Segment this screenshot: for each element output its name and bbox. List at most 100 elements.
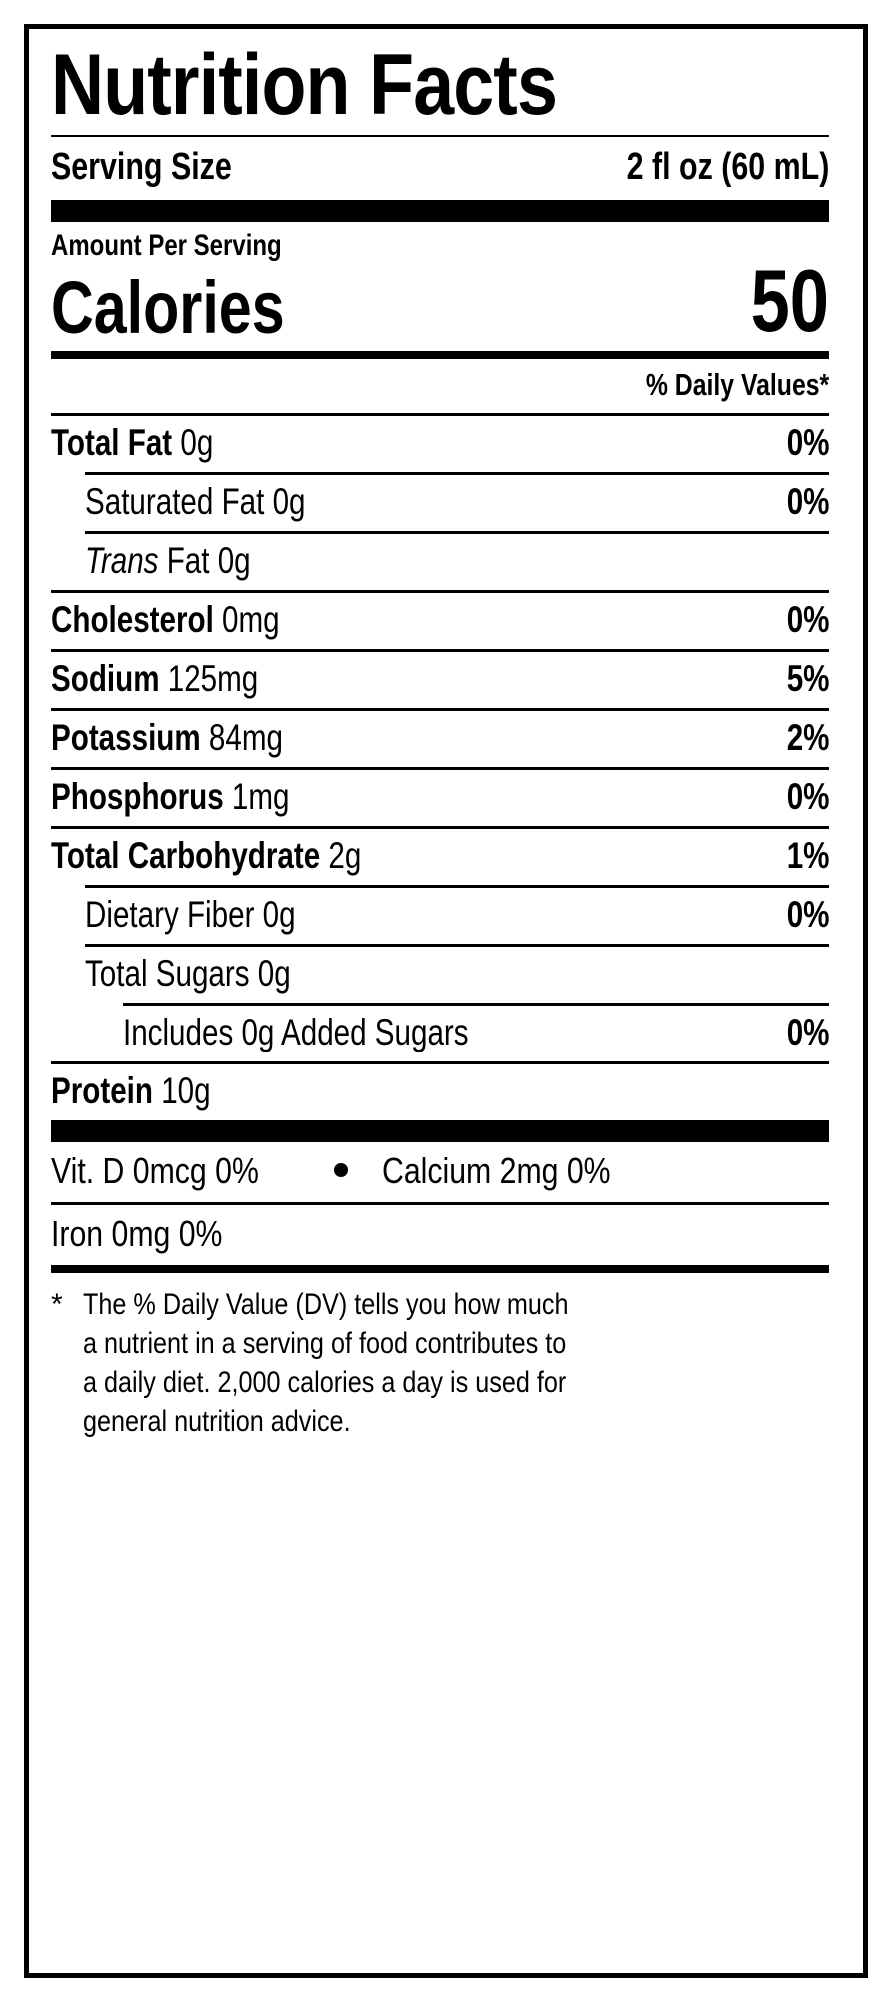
serving-size-row: Serving Size 2 fl oz (60 mL) [51,137,829,200]
footnote-line-4-text: general nutrition advice. [83,1404,351,1438]
nutrient-row: Includes 0g Added Sugars 0% [51,1006,829,1062]
nutrient-daily-value-text: 0% [786,480,829,522]
nutrient-row: Total Carbohydrate 2g 1% [51,829,829,885]
nutrient-row: Phosphorus 1mg 0% [51,770,829,826]
nutrient-name-amount: Total Carbohydrate 2g [51,836,439,876]
nutrient-row-divider [51,707,829,711]
footnote-line-2: a nutrient in a serving of food contribu… [83,1324,829,1363]
nutrient-row-divider [85,471,829,475]
nutrient-daily-value: 0% [776,599,829,640]
divider-between-vitamins [51,1202,829,1206]
nutrient-name-amount-text: Potassium 84mg [51,717,283,758]
bullet-separator-icon [334,1162,349,1177]
serving-size-label-wrap: Serving Size [51,146,576,189]
nutrient-daily-value-text: 0% [786,775,829,817]
nutrient-daily-value-text: 5% [786,657,829,699]
nutrient-row: Trans Fat 0g [51,534,829,590]
nutrient-row-divider [85,943,829,947]
nutrient-bold-name: Total Fat [51,423,173,463]
nutrient-row-divider [51,766,829,770]
footnote-line-1-text: The % Daily Value (DV) tells you how muc… [83,1287,569,1321]
footnote-line-2-text: a nutrient in a serving of food contribu… [83,1326,567,1360]
daily-value-header-row: % Daily Values* [51,359,829,413]
nutrient-name-amount-text: Cholesterol 0mg [51,599,280,640]
nutrient-name-amount-text: Total Fat 0g [51,423,214,463]
vitamin-row-1: Vit. D 0mcg 0% Calcium 2mg 0% [51,1142,829,1202]
calories-label: Calories [51,266,285,349]
nutrient-bold-name: Total Carbohydrate [51,835,321,876]
nutrient-daily-value: 0% [776,480,829,522]
nutrient-name-amount-text: Trans Fat 0g [85,540,251,581]
footnote-line-3-text: a daily diet. 2,000 calories a day is us… [83,1365,567,1399]
nutrient-row: Total Fat 0g 0% [51,416,829,472]
calories-row: Calories 50 [51,257,829,351]
nutrient-row-divider [123,1002,829,1006]
footnote: * The % Daily Value (DV) tells you how m… [51,1273,829,1441]
nutrient-daily-value-text: 0% [786,1011,829,1053]
nutrient-row: Sodium 125mg 5% [51,652,829,708]
nutrient-italic-word: Trans [85,540,159,581]
nutrient-name-amount: Potassium 84mg [51,718,341,758]
nutrient-row-divider [85,530,829,534]
footnote-line-1: The % Daily Value (DV) tells you how muc… [83,1285,829,1324]
nutrient-name-amount: Total Sugars 0g [85,954,342,994]
nutrient-name-amount-text: Saturated Fat 0g [85,481,306,522]
divider-under-dv-header [51,413,829,416]
divider-thick-bottom [51,1120,829,1143]
nutrient-name-amount-text: Protein 10g [51,1071,211,1112]
nutrient-daily-value-text: 0% [786,893,829,935]
nutrient-row-divider [85,884,829,888]
nutrient-name-amount: Protein 10g [51,1071,250,1111]
footnote-text: The % Daily Value (DV) tells you how muc… [51,1285,829,1441]
nutrient-name-amount-text: Total Carbohydrate 2g [51,835,362,876]
nutrient-bold-name: Cholesterol [51,599,214,640]
nutrient-row-divider [51,1061,829,1065]
label-title-text: Nutrition Facts [51,43,558,133]
nutrient-row-divider [51,648,829,652]
nutrient-row: Dietary Fiber 0g 0% [51,888,829,944]
divider-under-title [51,135,829,137]
nutrient-daily-value: 0% [776,893,829,935]
divider-above-footnote [51,1264,829,1273]
nutrient-row: Saturated Fat 0g 0% [51,475,829,531]
nutrient-name-amount: Trans Fat 0g [85,541,292,581]
footnote-line-3: a daily diet. 2,000 calories a day is us… [83,1363,829,1402]
daily-value-header: % Daily Values* [645,367,829,402]
nutrient-name-amount-text: Includes 0g Added Sugars [123,1012,469,1053]
nutrient-daily-value-text: 1% [786,834,829,876]
nutrient-name-amount-text: Phosphorus 1mg [51,776,290,817]
vitamin-d-entry: Vit. D 0mcg 0% [51,1150,259,1192]
nutrient-daily-value: 2% [776,716,829,758]
nutrient-row: Total Sugars 0g [51,947,829,1003]
serving-size-label: Serving Size [51,146,232,188]
footnote-line-4: general nutrition advice. [83,1402,829,1441]
calories-label-wrap: Calories [51,271,343,345]
nutrient-row: Protein 10g [51,1064,829,1120]
nutrient-bold-name: Phosphorus [51,776,224,817]
nutrient-name-amount: Dietary Fiber 0g [85,895,348,935]
divider-thick-top [51,200,829,222]
amount-per-serving-row: Amount Per Serving [51,222,829,263]
nutrient-bold-name: Potassium [51,717,201,758]
nutrient-row-divider [51,589,829,593]
serving-size-value-wrap: 2 fl oz (60 mL) [576,146,829,189]
divider-under-calories [51,351,829,359]
nutrient-name-amount-text: Dietary Fiber 0g [85,894,296,935]
calories-value: 50 [750,251,829,350]
label-title: Nutrition Facts [51,43,829,135]
nutrient-name-amount: Total Fat 0g [51,423,254,463]
nutrient-daily-value: 0% [776,423,829,463]
nutrient-name-amount: Cholesterol 0mg [51,600,337,640]
nutrient-row: Potassium 84mg 2% [51,711,829,767]
nutrient-daily-value-text: 2% [786,716,829,758]
nutrition-facts-label: Nutrition Facts Serving Size 2 fl oz (60… [24,24,868,1978]
nutrient-list: Total Fat 0g 0% Saturated Fat 0g 0% Trans Fa… [51,416,829,1120]
nutrient-name-amount: Saturated Fat 0g [85,482,361,522]
nutrient-daily-value: 5% [776,657,829,699]
nutrient-bold-name: Protein [51,1071,153,1112]
nutrient-name-amount-text: Sodium 125mg [51,658,259,699]
nutrient-daily-value-text: 0% [786,422,829,463]
nutrient-name-amount: Sodium 125mg [51,659,310,699]
nutrient-daily-value: 0% [776,775,829,817]
nutrient-row: Cholesterol 0mg 0% [51,593,829,649]
